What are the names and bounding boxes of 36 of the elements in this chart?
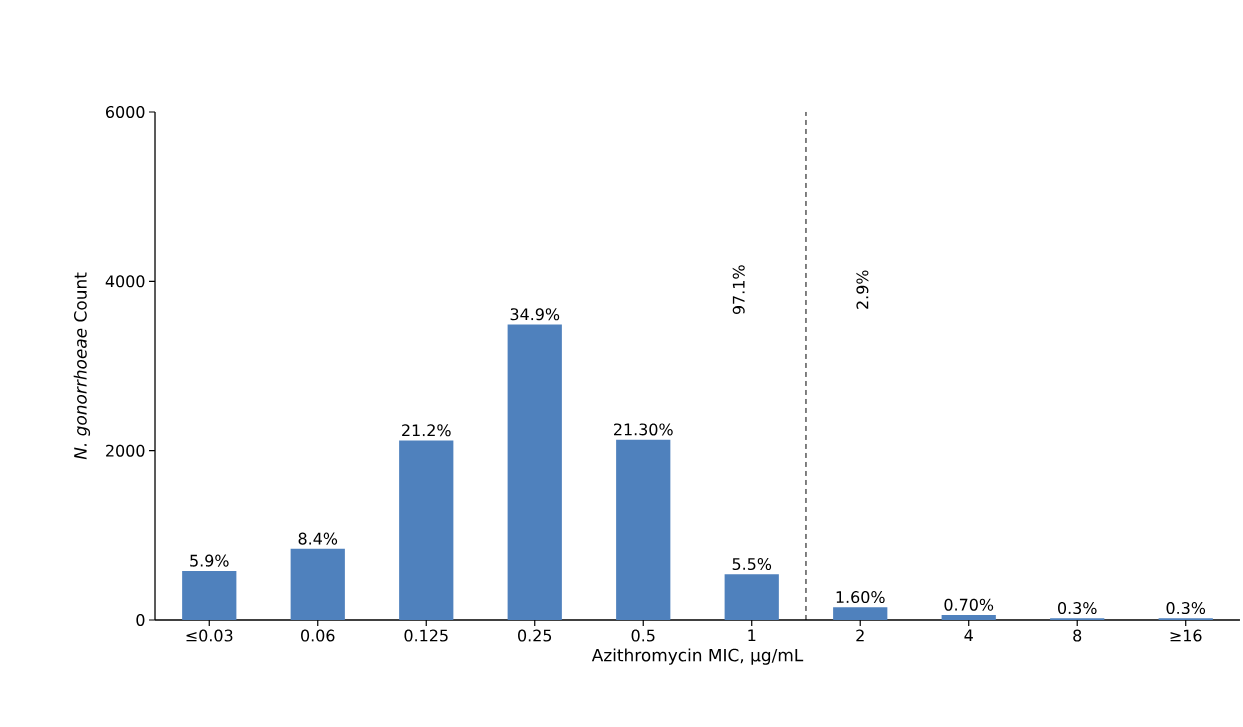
x-tick-label: 8 xyxy=(1073,629,1082,642)
annotation: 0.3% xyxy=(1058,602,1097,615)
annotation: 0.3% xyxy=(1166,602,1206,615)
bar xyxy=(399,440,454,620)
annotation: 97.1% xyxy=(732,265,745,315)
y-tick-label: 6000 xyxy=(106,105,145,118)
y-axis-title: N. gonorrhoeae Count xyxy=(73,272,91,460)
bar xyxy=(182,570,237,620)
bar xyxy=(507,324,562,620)
x-tick-label: 0.06 xyxy=(301,629,335,642)
x-tick-label: 0.125 xyxy=(404,629,448,642)
annotation: 21.30% xyxy=(614,423,673,436)
x-tick-label: 2 xyxy=(856,629,864,642)
bar xyxy=(941,614,996,620)
y-tick-label: 4000 xyxy=(105,275,145,288)
y-tick-label: 0 xyxy=(136,613,145,627)
annotation: 21.2% xyxy=(402,424,451,437)
x-tick-label: ≤0.03 xyxy=(186,629,233,642)
bar xyxy=(724,574,779,620)
x-tick-label: 4 xyxy=(964,629,973,642)
bar xyxy=(290,548,345,620)
annotation: 34.9% xyxy=(510,308,560,321)
annotation: 2.9% xyxy=(856,270,869,309)
bar xyxy=(833,607,888,620)
x-tick-label: 0.5 xyxy=(631,629,655,642)
annotation: 0.70% xyxy=(944,598,994,611)
annotation: 8.4% xyxy=(298,532,338,545)
x-axis-title: Azithromycin MIC, µg/mL xyxy=(591,648,804,665)
annotation: 1.60% xyxy=(836,591,885,604)
annotation: 5.5% xyxy=(732,558,772,571)
x-tick-label: 1 xyxy=(748,629,756,642)
x-tick-label: ≥16 xyxy=(1170,629,1202,642)
annotation: 5.9% xyxy=(190,554,229,567)
x-tick-label: 0.25 xyxy=(518,629,552,642)
y-tick-label: 2000 xyxy=(106,444,145,457)
bar xyxy=(616,439,671,620)
